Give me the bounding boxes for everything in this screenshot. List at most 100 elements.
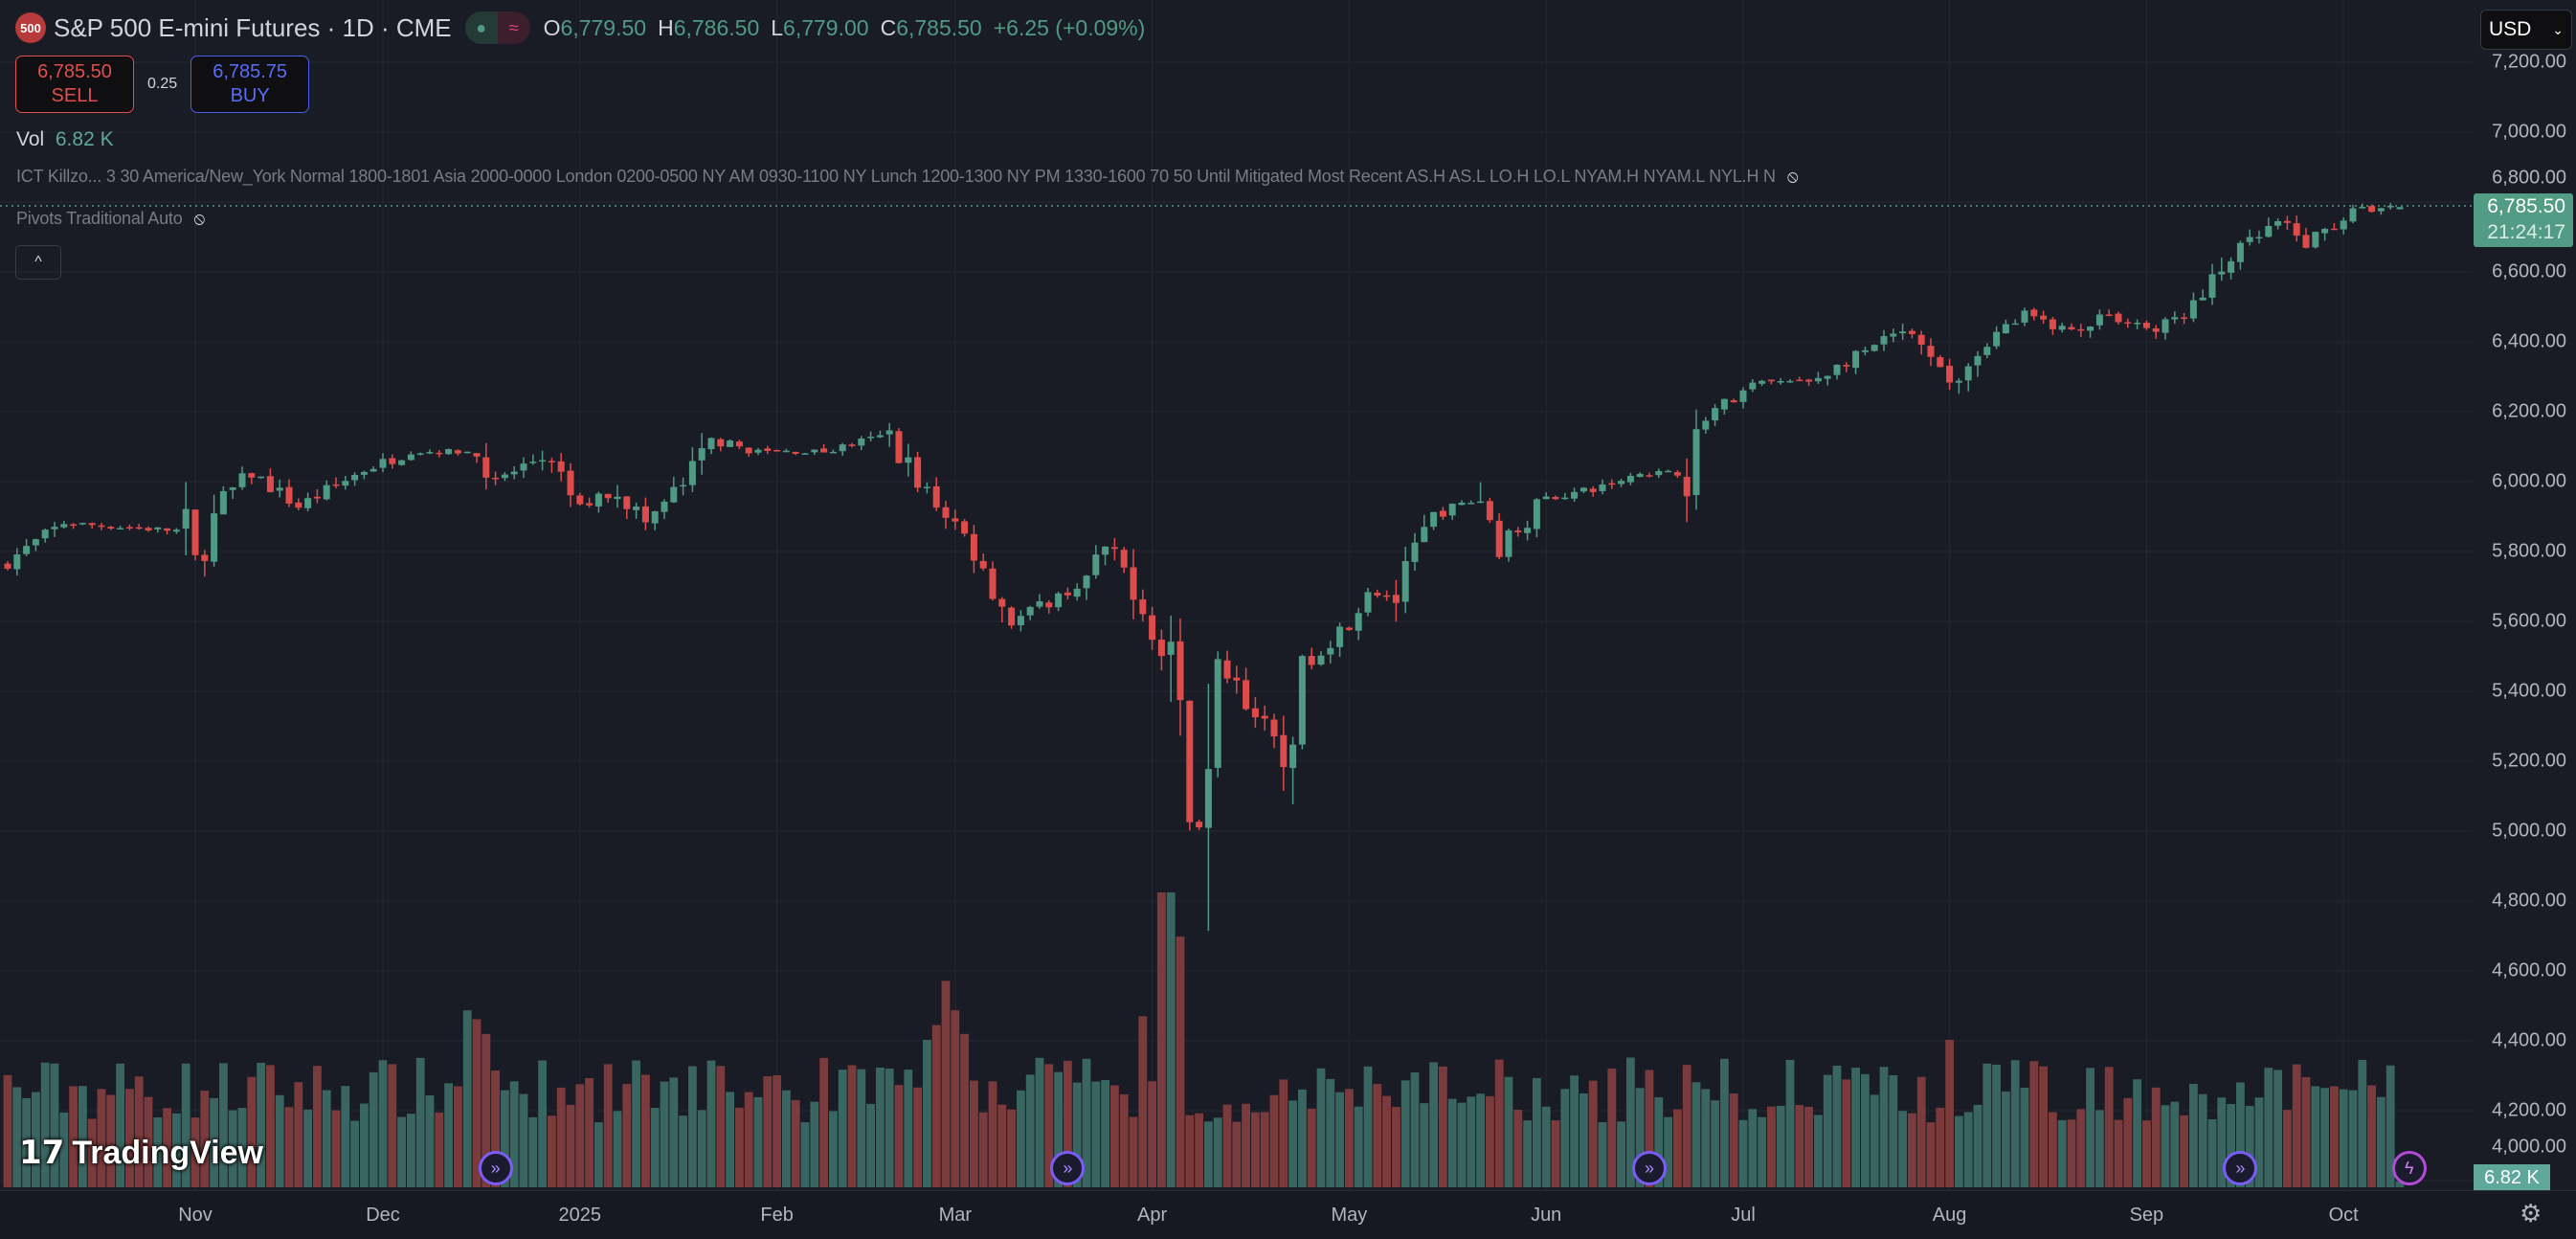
candle-body: [145, 528, 152, 530]
candle-body: [717, 439, 725, 447]
low-label: L: [771, 14, 784, 40]
candle-body: [1186, 700, 1194, 822]
candle-body: [895, 431, 903, 463]
indicator-ict-killzones[interactable]: ICT Killzo... 3 30 America/New_York Norm…: [16, 167, 1799, 187]
volume-bar: [1973, 1104, 1982, 1187]
volume-bar: [472, 1019, 482, 1187]
candle-body: [1599, 484, 1606, 491]
candle-body: [1692, 429, 1700, 496]
lightning-icon[interactable]: ϟ: [2391, 1151, 2427, 1185]
volume-bar: [2367, 1085, 2376, 1187]
contract-roll-icon[interactable]: »: [1632, 1151, 1667, 1185]
open-label: O: [543, 14, 561, 40]
candle-body: [295, 502, 302, 508]
volume-bar: [575, 1084, 585, 1187]
symbol-title[interactable]: S&P 500 E-mini Futures · 1D · CME: [54, 12, 452, 42]
volume-bar: [435, 1112, 444, 1187]
volume-bar: [2095, 1110, 2104, 1187]
volume-bar: [2076, 1109, 2086, 1187]
candle-body: [1204, 769, 1212, 828]
buy-button[interactable]: 6,785.75 BUY: [190, 56, 310, 113]
candle-body: [276, 487, 283, 491]
time-axis[interactable]: Nov Dec 2025 Feb Mar Apr May Jun Jul Aug Sep Oct: [0, 1190, 2576, 1239]
volume-bar: [181, 1063, 190, 1187]
candle-body: [1017, 616, 1024, 626]
candle-body: [848, 444, 856, 446]
volume-legend[interactable]: Vol 6.82 K: [16, 128, 114, 151]
volume-bar: [1541, 1106, 1551, 1187]
volume-bar: [1410, 1072, 1420, 1187]
candle-body: [2087, 327, 2094, 331]
candle-body: [1139, 599, 1147, 615]
tradingview-logo[interactable]: 𝟭𝟳 TradingView: [19, 1134, 263, 1172]
status-indicators[interactable]: ● ≈: [464, 11, 530, 44]
volume-bar: [2292, 1064, 2301, 1187]
volume-bar: [2348, 1090, 2358, 1187]
symbol-logo: 500: [15, 12, 46, 43]
candle-body: [754, 449, 762, 453]
ohlc-values: O6,779.50 H6,786.50 L6,779.00 C6,785.50 …: [544, 15, 1146, 41]
time-tick-label: Jun: [1531, 1205, 1562, 1226]
volume-bar: [800, 1122, 810, 1187]
volume-bar: [1795, 1105, 1804, 1187]
volume-bar: [2189, 1083, 2198, 1187]
candle-body: [520, 463, 527, 471]
candle-body: [1880, 336, 1888, 345]
volume-bar: [219, 1063, 228, 1187]
currency-select[interactable]: USD ⌄: [2480, 10, 2572, 50]
volume-bar: [1298, 1089, 1307, 1187]
hidden-eye-icon[interactable]: ⦸: [193, 209, 206, 228]
indicator-pivots[interactable]: Pivots Traditional Auto ⦸: [16, 209, 205, 229]
volume-bar: [397, 1116, 406, 1187]
volume-bar: [501, 1090, 509, 1187]
volume-bar: [904, 1070, 913, 1187]
volume-bar: [782, 1090, 791, 1187]
candle-body: [680, 484, 687, 487]
volume-bar: [1072, 1082, 1082, 1187]
volume-bar: [726, 1092, 734, 1187]
hidden-eye-icon[interactable]: ⦸: [1786, 167, 1799, 186]
volume-bar: [1533, 1077, 1541, 1187]
volume-bar: [2254, 1097, 2264, 1187]
volume-bar: [1279, 1079, 1288, 1187]
market-open-dot-icon[interactable]: ●: [464, 11, 498, 44]
candle-body: [614, 496, 621, 500]
volume-bar: [1570, 1075, 1579, 1187]
contract-roll-icon[interactable]: »: [478, 1151, 513, 1185]
price-tick-label: 5,000.00: [2492, 820, 2566, 842]
candle-body: [1908, 330, 1915, 334]
volume-bar: [2301, 1076, 2311, 1187]
volume-bar: [1626, 1057, 1635, 1187]
volume-bar: [1157, 892, 1166, 1187]
volume-bar: [1166, 892, 1176, 1187]
settings-gear-icon[interactable]: ⚙: [2520, 1199, 2542, 1228]
contract-roll-icon[interactable]: »: [2223, 1151, 2258, 1185]
tradingview-logo-icon: 𝟭𝟳: [19, 1135, 65, 1171]
sell-button[interactable]: 6,785.50 SELL: [15, 56, 134, 113]
volume-bar: [622, 1084, 632, 1187]
volume-bar: [810, 1101, 819, 1187]
delayed-data-icon[interactable]: ≈: [497, 11, 530, 44]
collapse-legend-button[interactable]: ^: [15, 245, 61, 280]
price-axis[interactable]: 7,200.00 7,000.00 6,800.00 6,600.00 6,400.00…: [2473, 0, 2576, 1190]
candle-body: [125, 527, 133, 529]
candle-body: [117, 528, 124, 529]
candle-body: [792, 451, 799, 454]
candle-body: [914, 457, 922, 488]
contract-roll-icon[interactable]: »: [1050, 1151, 1086, 1185]
bar-countdown: 21:24:17: [2487, 221, 2565, 243]
volume-bar: [1832, 1066, 1842, 1187]
volume-bar: [1119, 1093, 1129, 1187]
volume-bar: [247, 1076, 257, 1187]
volume-bar: [2180, 1115, 2188, 1187]
volume-bar: [322, 1090, 331, 1187]
volume-bar: [341, 1086, 350, 1187]
volume-bar: [2086, 1068, 2094, 1187]
volume-bar: [2114, 1119, 2123, 1187]
price-chart[interactable]: [0, 0, 2473, 1190]
candle-body: [1345, 627, 1353, 630]
candle-body: [1083, 575, 1090, 589]
candle-body: [2162, 319, 2169, 333]
volume-bar: [1288, 1100, 1297, 1187]
candle-body: [332, 484, 340, 486]
